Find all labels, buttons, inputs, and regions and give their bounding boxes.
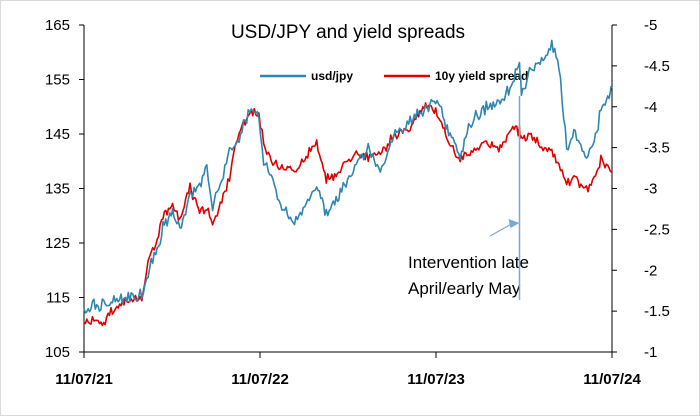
y-right-tick-label: -1 <box>644 344 657 361</box>
y-left-tick-label: 165 <box>45 17 70 34</box>
annotation: Intervention late April/early May <box>408 96 529 300</box>
annotation-line1: Intervention late <box>408 253 529 272</box>
series-line-usd-jpy <box>83 39 613 314</box>
annotation-line2: April/early May <box>408 279 521 298</box>
y-right-tick-label: -2.5 <box>644 221 670 238</box>
y-left-tick-label: 135 <box>45 181 70 198</box>
x-tick-label: 11/07/24 <box>583 371 641 388</box>
x-tick-label: 11/07/21 <box>55 371 113 388</box>
legend-spread-label: 10y yield spread <box>435 69 528 83</box>
series-line-10y-yield-spread <box>83 102 613 327</box>
y-right-tick-label: -4 <box>644 99 657 116</box>
legend: usd/jpy 10y yield spread <box>260 69 528 83</box>
annotation-arrow-line <box>489 223 512 237</box>
x-tick-label: 11/07/22 <box>231 371 289 388</box>
y-left-tick-label: 125 <box>45 235 70 252</box>
y-left-tick-label: 115 <box>46 290 70 307</box>
y-right-tick-label: -1.5 <box>644 303 670 320</box>
y-left-tick-label: 155 <box>45 72 70 89</box>
plot-lines <box>83 39 613 327</box>
y-left-tick-label: 145 <box>45 126 70 143</box>
chart-title: USD/JPY and yield spreads <box>231 22 465 43</box>
y-right-tick-label: -3 <box>644 181 657 198</box>
y-right-tick-label: -4.5 <box>644 58 670 75</box>
y-right-tick-label: -2 <box>644 262 657 279</box>
axes: 105 115 125 135 145 155 165 -1 -1.5 -2 -2.5 -3 -3.5 -… <box>45 17 670 388</box>
legend-usdjpy-label: usd/jpy <box>311 69 353 83</box>
y-right-tick-label: -3.5 <box>644 140 670 157</box>
y-right-tick-label: -5 <box>644 17 657 34</box>
x-tick-label: 11/07/23 <box>407 371 465 388</box>
y-left-tick-label: 105 <box>45 344 70 361</box>
annotation-arrowhead <box>508 219 520 228</box>
